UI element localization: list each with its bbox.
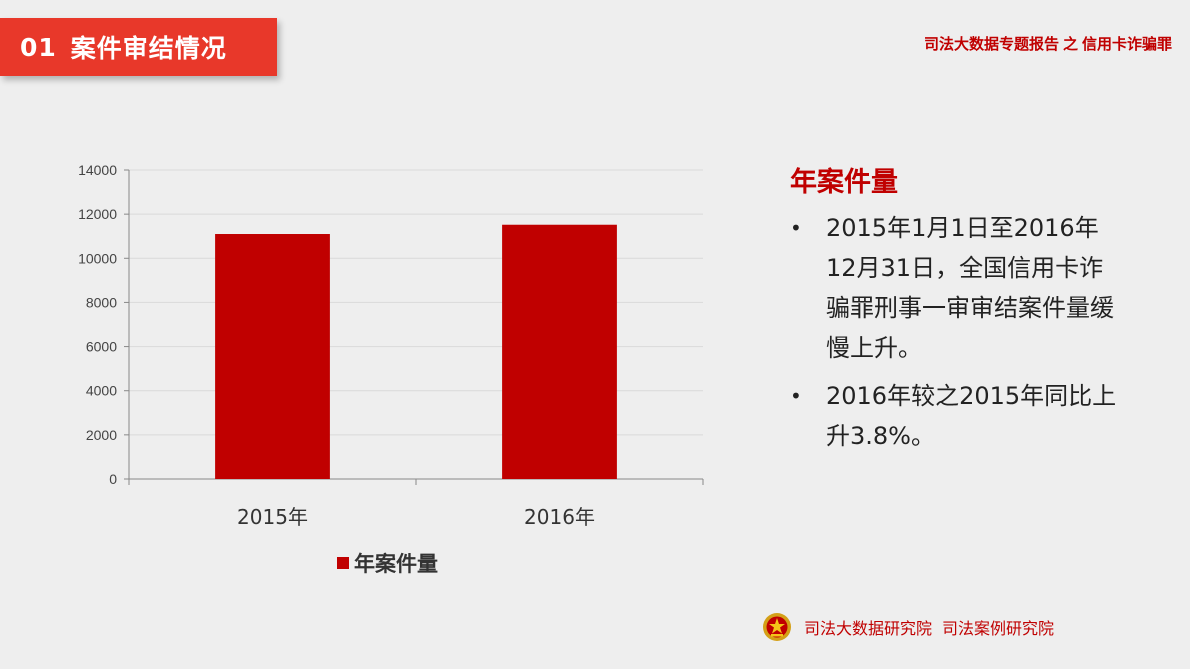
legend-swatch xyxy=(337,557,349,569)
section-title: 案件审结情况 xyxy=(70,34,227,63)
section-title-tab: 01 案件审结情况 xyxy=(0,18,277,76)
bar xyxy=(502,224,617,479)
bullet-item: • 2016年较之2015年同比上升3.8%。 xyxy=(790,376,1120,456)
report-topic: 信用卡诈骗罪 xyxy=(1081,35,1172,53)
footer: 司法大数据研究院 司法案例研究院 xyxy=(762,612,1054,642)
court-emblem-icon xyxy=(763,613,791,641)
y-tick-label: 12000 xyxy=(78,206,117,222)
section-number: 01 xyxy=(20,32,57,62)
y-tick-label: 4000 xyxy=(86,383,117,399)
x-tick-label: 2016年 xyxy=(524,505,595,529)
report-title: 司法大数据专题报告之信用卡诈骗罪 xyxy=(924,33,1172,54)
report-separator: 之 xyxy=(1062,35,1078,53)
footer-org-2: 司法案例研究院 xyxy=(942,619,1055,638)
panel-title: 年案件量 xyxy=(790,167,898,198)
report-name: 司法大数据专题报告 xyxy=(923,35,1059,53)
bullet-list: • 2015年1月1日至2016年12月31日，全国信用卡诈骗罪刑事一审审结案件… xyxy=(790,208,1120,464)
bar-chart: 0 2000 4000 6000 8000 10000 12000 14000 2015年 201… xyxy=(78,162,704,576)
y-tick-label: 2000 xyxy=(86,427,117,443)
bullet-dot: • xyxy=(790,384,802,408)
y-tick-label: 8000 xyxy=(86,294,117,310)
bullet-text: 2015年1月1日至2016年12月31日，全国信用卡诈骗罪刑事一审审结案件量缓… xyxy=(826,214,1114,362)
y-tick-label: 6000 xyxy=(86,339,117,355)
footer-org-1: 司法大数据研究院 xyxy=(804,619,933,638)
y-tick-label: 10000 xyxy=(78,250,117,266)
y-tick-label: 14000 xyxy=(78,162,117,178)
bullet-item: • 2015年1月1日至2016年12月31日，全国信用卡诈骗罪刑事一审审结案件… xyxy=(790,208,1120,368)
x-tick-label: 2015年 xyxy=(237,505,308,529)
bullet-text: 2016年较之2015年同比上升3.8%。 xyxy=(826,382,1117,450)
legend-label: 年案件量 xyxy=(354,552,438,576)
bar xyxy=(215,234,330,479)
legend: 年案件量 xyxy=(337,552,438,576)
y-tick-label: 0 xyxy=(109,471,117,487)
bullet-dot: • xyxy=(790,216,802,240)
